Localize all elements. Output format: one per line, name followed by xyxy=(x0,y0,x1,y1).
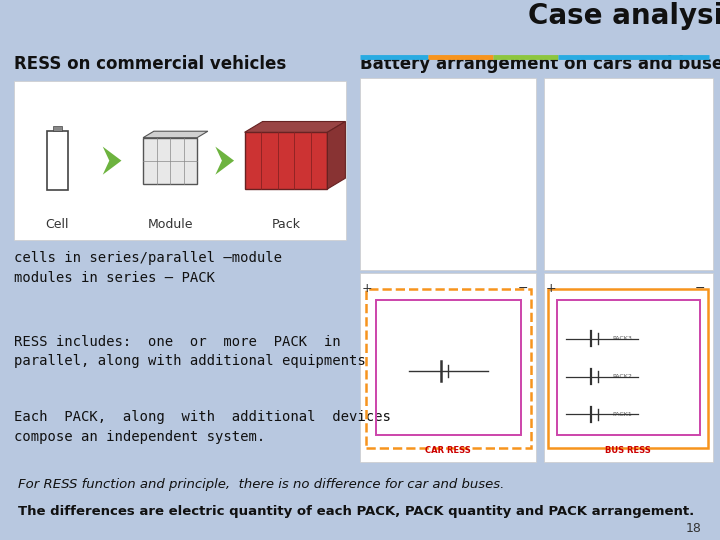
Bar xyxy=(360,78,536,270)
Text: Each  PACK,  along  with  additional  devices
compose an independent system.: Each PACK, along with additional devices… xyxy=(14,410,391,444)
Bar xyxy=(53,126,62,131)
Bar xyxy=(366,289,531,448)
Bar xyxy=(544,273,713,462)
Bar xyxy=(143,138,197,184)
Text: Battery arrangement on cars and buses: Battery arrangement on cars and buses xyxy=(360,55,720,73)
Polygon shape xyxy=(143,131,208,138)
Bar xyxy=(245,132,328,189)
Text: PACK1: PACK1 xyxy=(612,412,632,417)
Text: The differences are electric quantity of each PACK, PACK quantity and PACK arran: The differences are electric quantity of… xyxy=(18,505,694,518)
Text: +: + xyxy=(546,282,556,295)
Text: cells in series/parallel —module
modules in series — PACK: cells in series/parallel —module modules… xyxy=(14,251,282,285)
Text: CAR RESS: CAR RESS xyxy=(426,446,471,455)
Bar xyxy=(376,300,521,435)
Text: RESS includes:  one  or  more  PACK  in
parallel, along with additional equipmen: RESS includes: one or more PACK in paral… xyxy=(14,335,366,368)
Text: 18: 18 xyxy=(686,522,702,535)
Bar xyxy=(548,289,708,448)
Text: PACK3: PACK3 xyxy=(612,336,632,341)
Polygon shape xyxy=(103,146,122,175)
Polygon shape xyxy=(215,146,234,175)
Text: For RESS function and principle,  there is no difference for car and buses.: For RESS function and principle, there i… xyxy=(18,478,505,491)
Text: −: − xyxy=(695,282,705,295)
Text: −: − xyxy=(518,282,528,295)
Text: Case analysis: Case analysis xyxy=(528,2,720,30)
Text: RESS on commercial vehicles: RESS on commercial vehicles xyxy=(14,55,287,73)
Text: PACK2: PACK2 xyxy=(612,374,632,379)
Polygon shape xyxy=(328,122,346,189)
Bar xyxy=(47,131,68,191)
Polygon shape xyxy=(245,122,346,132)
Text: +: + xyxy=(362,282,372,295)
Bar xyxy=(14,81,346,240)
Text: Cell: Cell xyxy=(45,218,69,231)
Text: Pack: Pack xyxy=(271,218,300,231)
Bar xyxy=(544,78,713,270)
Text: Module: Module xyxy=(148,218,193,231)
Bar xyxy=(360,273,536,462)
Bar xyxy=(557,300,700,435)
Text: BUS RESS: BUS RESS xyxy=(606,446,651,455)
